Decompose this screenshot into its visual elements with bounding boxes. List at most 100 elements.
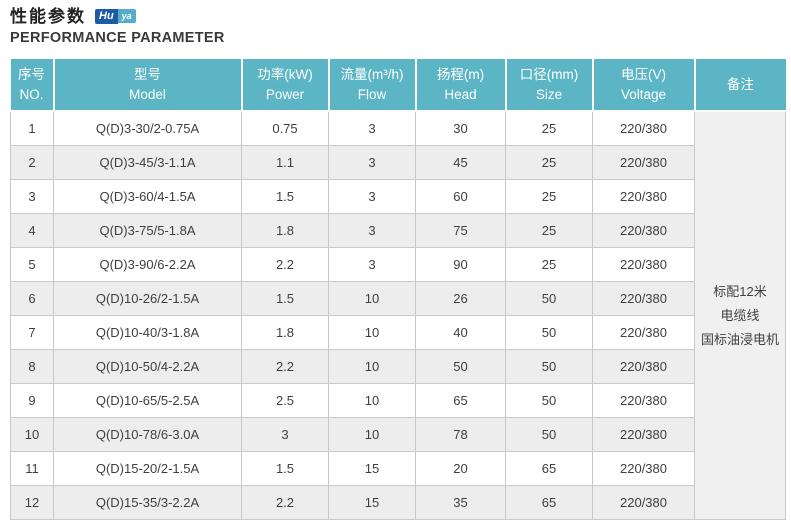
col-header-size-en: Size [535,86,563,102]
col-header-model-en: Model [129,86,166,102]
table-row: 6 Q(D)10-26/2-1.5A 1.5 10 26 50 220/380 [10,281,786,317]
page-title-cn: 性能参数 [10,7,86,26]
cell-model: Q(D)3-45/3-1.1A [53,145,242,181]
page-header: 性能参数 Hu ya PERFORMANCE PARAMETER [10,7,783,46]
cell-voltage: 220/380 [592,281,695,317]
cell-voltage: 220/380 [592,179,695,215]
cell-power: 1.8 [241,315,329,351]
cell-model: Q(D)3-90/6-2.2A [53,247,242,283]
cell-power: 1.8 [241,213,329,249]
cell-voltage: 220/380 [592,145,695,181]
col-header-flow: 流量(m³/h) Flow [327,59,417,113]
cell-power: 1.5 [241,451,329,487]
col-header-power: 功率(kW) Power [240,59,330,113]
cell-voltage: 220/380 [592,451,695,487]
table-row: 7 Q(D)10-40/3-1.8A 1.8 10 40 50 220/380 [10,315,786,351]
cell-model: Q(D)15-35/3-2.2A [53,485,242,521]
cell-size: 50 [505,349,593,385]
cell-head: 40 [415,315,506,351]
cell-power: 3 [241,417,329,453]
cell-no: 4 [10,213,54,249]
remark-line: 标配12米 [713,283,767,299]
cell-size: 50 [505,383,593,419]
cell-head: 60 [415,179,506,215]
cell-flow: 10 [328,349,416,385]
cell-size: 65 [505,451,593,487]
cell-voltage: 220/380 [592,315,695,351]
cell-size: 25 [505,145,593,181]
cell-no: 11 [10,451,54,487]
brand-logo-part1: Hu [95,8,118,24]
cell-model: Q(D)3-60/4-1.5A [53,179,242,215]
cell-power: 0.75 [241,110,329,147]
col-header-voltage-cn: 电压(V) [621,67,666,82]
cell-flow: 10 [328,281,416,317]
cell-flow: 3 [328,247,416,283]
cell-voltage: 220/380 [592,349,695,385]
cell-flow: 10 [328,417,416,453]
cell-head: 65 [415,383,506,419]
cell-flow: 15 [328,485,416,521]
cell-no: 5 [10,247,54,283]
cell-power: 2.5 [241,383,329,419]
table-row: 3 Q(D)3-60/4-1.5A 1.5 3 60 25 220/380 [10,179,786,215]
cell-head: 20 [415,451,506,487]
cell-flow: 10 [328,315,416,351]
cell-remark: 标配12米 电缆线 国标油浸电机 [694,110,786,521]
cell-no: 9 [10,383,54,419]
cell-head: 75 [415,213,506,249]
cell-power: 2.2 [241,485,329,521]
cell-voltage: 220/380 [592,110,695,147]
cell-head: 90 [415,247,506,283]
cell-size: 25 [505,110,593,147]
cell-no: 2 [10,145,54,181]
cell-head: 26 [415,281,506,317]
cell-size: 50 [505,315,593,351]
cell-size: 25 [505,213,593,249]
cell-no: 8 [10,349,54,385]
cell-size: 50 [505,417,593,453]
table-row: 8 Q(D)10-50/4-2.2A 2.2 10 50 50 220/380 [10,349,786,385]
table-row: 5 Q(D)3-90/6-2.2A 2.2 3 90 25 220/380 [10,247,786,283]
table-header-row: 序号 NO. 型号 Model 功率(kW) Power 流量(m³/h) Flow 扬… [10,59,786,113]
page-title-en: PERFORMANCE PARAMETER [10,30,225,46]
table-row: 12 Q(D)15-35/3-2.2A 2.2 15 35 65 220/380 [10,485,786,521]
cell-no: 7 [10,315,54,351]
col-header-head-cn: 扬程(m) [436,67,485,82]
col-header-size-cn: 口径(mm) [519,67,579,82]
cell-model: Q(D)15-20/2-1.5A [53,451,242,487]
cell-power: 1.5 [241,281,329,317]
cell-flow: 15 [328,451,416,487]
col-header-voltage: 电压(V) Voltage [591,59,696,113]
col-header-remark: 备注 [693,59,786,113]
col-header-voltage-en: Voltage [620,86,667,102]
cell-head: 50 [415,349,506,385]
cell-flow: 3 [328,179,416,215]
cell-head: 30 [415,110,506,147]
cell-model: Q(D)10-65/5-2.5A [53,383,242,419]
cell-voltage: 220/380 [592,417,695,453]
cell-no: 3 [10,179,54,215]
cell-head: 78 [415,417,506,453]
cell-size: 65 [505,485,593,521]
cell-power: 2.2 [241,349,329,385]
table-header: 序号 NO. 型号 Model 功率(kW) Power 流量(m³/h) Flow 扬… [10,59,786,113]
remark-line: 国标油浸电机 [700,331,779,347]
table-body: 1 Q(D)3-30/2-0.75A 0.75 3 30 25 220/380 … [10,110,786,521]
col-header-power-cn: 功率(kW) [257,67,313,82]
col-header-head: 扬程(m) Head [414,59,507,113]
cell-voltage: 220/380 [592,213,695,249]
cell-no: 1 [10,110,54,147]
cell-head: 45 [415,145,506,181]
cell-model: Q(D)10-26/2-1.5A [53,281,242,317]
table-row: 2 Q(D)3-45/3-1.1A 1.1 3 45 25 220/380 [10,145,786,181]
col-header-no-en: NO. [19,86,44,102]
table-row: 11 Q(D)15-20/2-1.5A 1.5 15 20 65 220/380 [10,451,786,487]
cell-voltage: 220/380 [592,247,695,283]
cell-model: Q(D)10-40/3-1.8A [53,315,242,351]
remark-line: 电缆线 [720,307,760,323]
cell-model: Q(D)3-75/5-1.8A [53,213,242,249]
col-header-flow-cn: 流量(m³/h) [340,67,404,82]
cell-voltage: 220/380 [592,485,695,521]
table-row: 10 Q(D)10-78/6-3.0A 3 10 78 50 220/380 [10,417,786,453]
